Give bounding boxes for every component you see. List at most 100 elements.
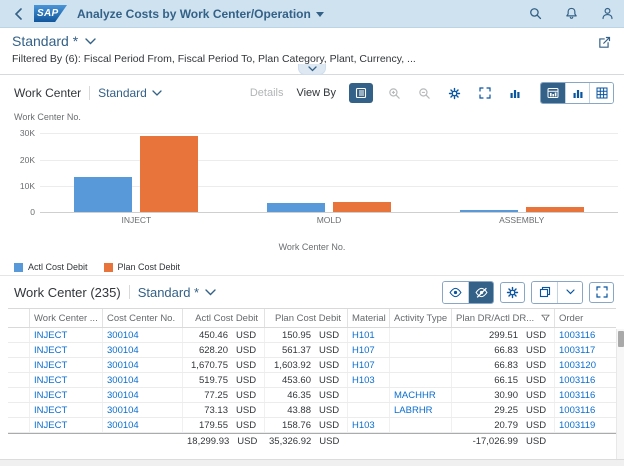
column-header-activity-type[interactable]: Activity Type xyxy=(390,309,452,327)
show-details-icon[interactable] xyxy=(443,281,468,303)
header-collapse-button[interactable] xyxy=(298,64,326,75)
cell-order[interactable]: 1003116 xyxy=(559,404,596,416)
details-button[interactable]: Details xyxy=(249,87,284,99)
amount: 46.35 xyxy=(287,389,311,401)
table-filler xyxy=(8,448,624,459)
column-header-cost-center-no[interactable]: Cost Center No. xyxy=(103,309,183,327)
table-row[interactable]: INJECT 300104 450.46 USD 150.95 USD H101 299.51… xyxy=(8,328,616,343)
cell-select[interactable] xyxy=(8,328,30,342)
legend-toggle-icon[interactable] xyxy=(349,83,373,103)
hide-details-icon[interactable] xyxy=(468,281,493,303)
table-variant-selector[interactable]: Standard * xyxy=(138,285,216,300)
table-view-icon[interactable] xyxy=(589,83,613,103)
cell-select[interactable] xyxy=(8,418,30,432)
cell-cost-center-no[interactable]: 300104 xyxy=(103,388,183,402)
copy-icon[interactable] xyxy=(532,281,557,303)
cell-plan-cost-debit: 561.37 USD xyxy=(265,343,348,357)
copy-menu-chevron-icon[interactable] xyxy=(557,281,582,303)
cell-work-center[interactable]: INJECT xyxy=(30,358,103,372)
horizontal-scrollbar[interactable] xyxy=(0,459,624,466)
amount: 453.60 xyxy=(281,374,311,386)
app-title-menu[interactable]: Analyze Costs by Work Center/Operation xyxy=(77,7,324,21)
cell-material[interactable]: H101 xyxy=(348,328,390,342)
column-header-plan-cost-debit[interactable]: Plan Cost Debit xyxy=(265,309,348,327)
zoom-out-icon[interactable] xyxy=(416,85,433,102)
shell-actions xyxy=(528,7,614,21)
table-totals-row: 18,299.93 USD 35,326.92 USD -17,026.99 USD xyxy=(8,433,616,448)
chart-variant-selector[interactable]: Standard xyxy=(98,86,162,100)
table-row[interactable]: INJECT 300104 77.25 USD 46.35 USD MACHHR 30.90 U… xyxy=(8,388,616,403)
cell-cost-center-no[interactable]: 300104 xyxy=(103,328,183,342)
chart-toolbar-actions: Details View By xyxy=(250,82,614,104)
table-fullscreen-icon[interactable] xyxy=(589,281,614,303)
chart-table-view-icon[interactable] xyxy=(541,83,565,103)
column-header-plan-dr-actl-dr[interactable]: Plan DR/Actl DR... xyxy=(452,309,555,327)
user-icon[interactable] xyxy=(600,7,614,21)
table-row[interactable]: INJECT 300104 519.75 USD 453.60 USD H103 66.15 U… xyxy=(8,373,616,388)
zoom-in-icon[interactable] xyxy=(386,85,403,102)
chart-type-icon[interactable] xyxy=(506,85,523,102)
view-by-button[interactable]: View By xyxy=(296,87,336,99)
cell-work-center[interactable]: INJECT xyxy=(30,373,103,387)
notifications-icon[interactable] xyxy=(564,7,578,21)
copy-button-group xyxy=(531,280,583,304)
cell-select[interactable] xyxy=(8,343,30,357)
bar-inject-actl-cost-debit[interactable] xyxy=(74,177,133,212)
table-row[interactable]: INJECT 300104 1,670.75 USD 1,603.92 USD H107 66… xyxy=(8,358,616,373)
cell-work-center[interactable]: INJECT xyxy=(30,418,103,432)
back-icon[interactable] xyxy=(10,6,26,22)
cell-order[interactable]: 1003120 xyxy=(559,359,596,371)
bar-assembly-actl-cost-debit[interactable] xyxy=(459,210,518,212)
page-variant-selector[interactable]: Standard * xyxy=(12,33,96,49)
cell-select[interactable] xyxy=(8,358,30,372)
cell-order[interactable]: 1003116 xyxy=(559,329,596,341)
column-header-material[interactable]: Material xyxy=(348,309,390,327)
cell-order[interactable]: 1003119 xyxy=(559,419,596,431)
cell-order[interactable]: 1003116 xyxy=(559,389,596,401)
cell-material[interactable]: H103 xyxy=(348,418,390,432)
cell-work-center[interactable]: INJECT xyxy=(30,403,103,417)
share-icon[interactable] xyxy=(598,36,612,50)
chart-view-icon[interactable] xyxy=(565,83,589,103)
cell-activity-type xyxy=(390,343,452,357)
table-row[interactable]: INJECT 300104 628.20 USD 561.37 USD H107 66.83 U… xyxy=(8,343,616,358)
bar-mold-actl-cost-debit[interactable] xyxy=(267,203,325,212)
filtered-by-text: Filtered By (6): Fiscal Period From, Fis… xyxy=(12,53,416,65)
column-header-actl-cost-debit[interactable]: Actl Cost Debit xyxy=(183,309,265,327)
cell-cost-center-no[interactable]: 300104 xyxy=(103,358,183,372)
cell-material[interactable]: H103 xyxy=(348,373,390,387)
cell-work-center[interactable]: INJECT xyxy=(30,343,103,357)
vertical-scrollbar-thumb[interactable] xyxy=(617,331,624,347)
cell-order[interactable]: 1003117 xyxy=(559,344,596,356)
column-header-work-center[interactable]: Work Center ... xyxy=(30,309,103,327)
cell-select[interactable] xyxy=(8,373,30,387)
legend-item[interactable]: Actl Cost Debit xyxy=(14,262,88,272)
cell-order[interactable]: 1003116 xyxy=(559,374,596,386)
table-settings-icon[interactable] xyxy=(500,281,525,303)
bar-assembly-plan-cost-debit[interactable] xyxy=(525,207,584,212)
cell-activity-type[interactable]: MACHHR xyxy=(390,388,452,402)
cell-activity-type[interactable]: LABRHR xyxy=(390,403,452,417)
cell-material[interactable]: H107 xyxy=(348,343,390,357)
cell-cost-center-no[interactable]: 300104 xyxy=(103,343,183,357)
settings-icon[interactable] xyxy=(446,85,463,102)
table-column-header-row: Work Center ... Cost Center No. Actl Cos… xyxy=(8,308,616,328)
amount: 18,299.93 xyxy=(187,435,230,447)
fullscreen-icon[interactable] xyxy=(476,85,493,102)
cell-cost-center-no[interactable]: 300104 xyxy=(103,403,183,417)
cell-select[interactable] xyxy=(8,403,30,417)
cell-cost-center-no[interactable]: 300104 xyxy=(103,373,183,387)
vertical-scrollbar[interactable] xyxy=(616,329,624,459)
cell-material[interactable]: H107 xyxy=(348,358,390,372)
search-icon[interactable] xyxy=(528,7,542,21)
cell-select[interactable] xyxy=(8,388,30,402)
legend-item[interactable]: Plan Cost Debit xyxy=(103,262,180,272)
table-row[interactable]: INJECT 300104 73.13 USD 43.88 USD LABRHR 29.25 U… xyxy=(8,403,616,418)
table-row[interactable]: INJECT 300104 179.55 USD 158.76 USD H103 20.79 U… xyxy=(8,418,616,433)
bar-inject-plan-cost-debit[interactable] xyxy=(140,136,199,212)
bar-mold-plan-cost-debit[interactable] xyxy=(333,201,391,212)
cell-work-center[interactable]: INJECT xyxy=(30,388,103,402)
cell-work-center[interactable]: INJECT xyxy=(30,328,103,342)
column-header-order[interactable]: Order xyxy=(559,312,584,324)
cell-cost-center-no[interactable]: 300104 xyxy=(103,418,183,432)
